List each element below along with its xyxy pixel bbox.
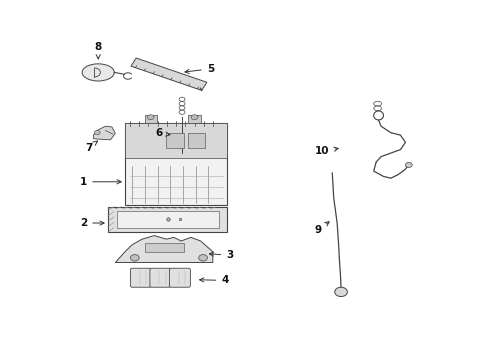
Text: 3: 3: [209, 250, 233, 260]
Text: 5: 5: [184, 64, 214, 74]
Bar: [144, 243, 183, 252]
Circle shape: [334, 287, 346, 297]
Polygon shape: [115, 235, 212, 262]
Polygon shape: [131, 58, 206, 90]
Circle shape: [405, 162, 411, 167]
FancyBboxPatch shape: [150, 268, 170, 287]
Circle shape: [130, 255, 139, 261]
Ellipse shape: [82, 64, 114, 81]
Bar: [166, 134, 183, 148]
Text: 9: 9: [313, 222, 328, 235]
Bar: [108, 207, 227, 232]
Bar: [188, 116, 200, 123]
Text: 1: 1: [80, 177, 121, 187]
Circle shape: [94, 131, 100, 135]
Text: 10: 10: [315, 146, 338, 156]
FancyBboxPatch shape: [130, 268, 151, 287]
Text: 4: 4: [199, 275, 228, 285]
Circle shape: [198, 255, 207, 261]
Text: 2: 2: [80, 218, 104, 228]
Polygon shape: [93, 126, 115, 140]
Bar: [188, 134, 205, 148]
Bar: [125, 123, 227, 158]
FancyBboxPatch shape: [169, 268, 190, 287]
Text: 7: 7: [84, 141, 97, 153]
Circle shape: [147, 115, 154, 120]
Circle shape: [191, 115, 198, 120]
Text: 8: 8: [94, 42, 102, 59]
Bar: [144, 116, 157, 123]
Bar: [117, 211, 218, 228]
Text: 6: 6: [155, 129, 170, 138]
Bar: [125, 123, 227, 205]
